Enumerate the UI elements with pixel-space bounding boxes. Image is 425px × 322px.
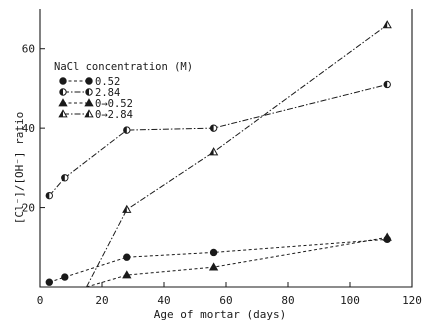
data-point [208,147,219,156]
series-layer [45,20,392,288]
x-tick-label: 80 [281,294,294,307]
legend-item: 0→0.52 [58,98,133,110]
series-3 [86,232,392,288]
y-tick-label: 40 [22,122,35,135]
legend-item: 2.84 [59,87,120,99]
legend-item: 0.52 [59,76,120,88]
data-point [45,191,53,200]
y-axis-title: [Cl⁻]/[OH⁻] ratio [13,112,26,225]
x-tick-label: 120 [402,294,422,307]
legend-marker-end [84,98,94,107]
x-tick-label: 0 [37,294,44,307]
data-point [209,124,218,132]
legend-label: 0→0.52 [95,98,133,110]
legend-marker-end [84,109,94,118]
series-4 [86,20,392,288]
legend-label: 0→2.84 [95,109,133,121]
x-axis-title: Age of mortar (days) [154,308,286,321]
data-point [383,80,391,89]
x-tick-label: 60 [219,294,232,307]
series-line [86,236,388,288]
y-tick-label: 20 [22,202,35,215]
data-point [123,126,131,134]
series-2 [45,80,391,200]
legend-item: 0→2.84 [58,109,133,121]
legend-marker-end [85,88,93,96]
series-line [86,24,388,288]
data-point [209,248,218,257]
y-tick-label: 60 [22,43,35,56]
x-tick-label: 100 [340,294,360,307]
data-point [61,174,69,182]
x-tick-label: 20 [95,294,108,307]
data-point [382,232,392,241]
data-point [61,273,69,281]
x-tick-label: 40 [157,294,170,307]
data-point [208,262,219,271]
legend-marker-start [58,109,68,118]
legend-title: NaCl concentration (M) [54,61,193,73]
legend-label: 0.52 [95,76,120,88]
data-point [123,253,131,261]
data-point [382,20,392,29]
series-1 [45,235,391,286]
legend-marker-start [59,88,67,96]
series-line [49,238,388,283]
legend-marker-start [59,77,67,85]
data-point [122,204,132,213]
legend: NaCl concentration (M) 0.522.840→0.520→2… [54,61,193,121]
legend-marker-end [85,77,93,85]
series-line [48,84,388,197]
legend-label: 2.84 [95,87,120,99]
data-point [45,278,53,286]
axes: 0 20 40 60 80 100 120 20 40 60 [22,9,422,307]
axis-frame [39,9,413,288]
legend-marker-start [58,98,68,107]
data-point [122,270,132,279]
